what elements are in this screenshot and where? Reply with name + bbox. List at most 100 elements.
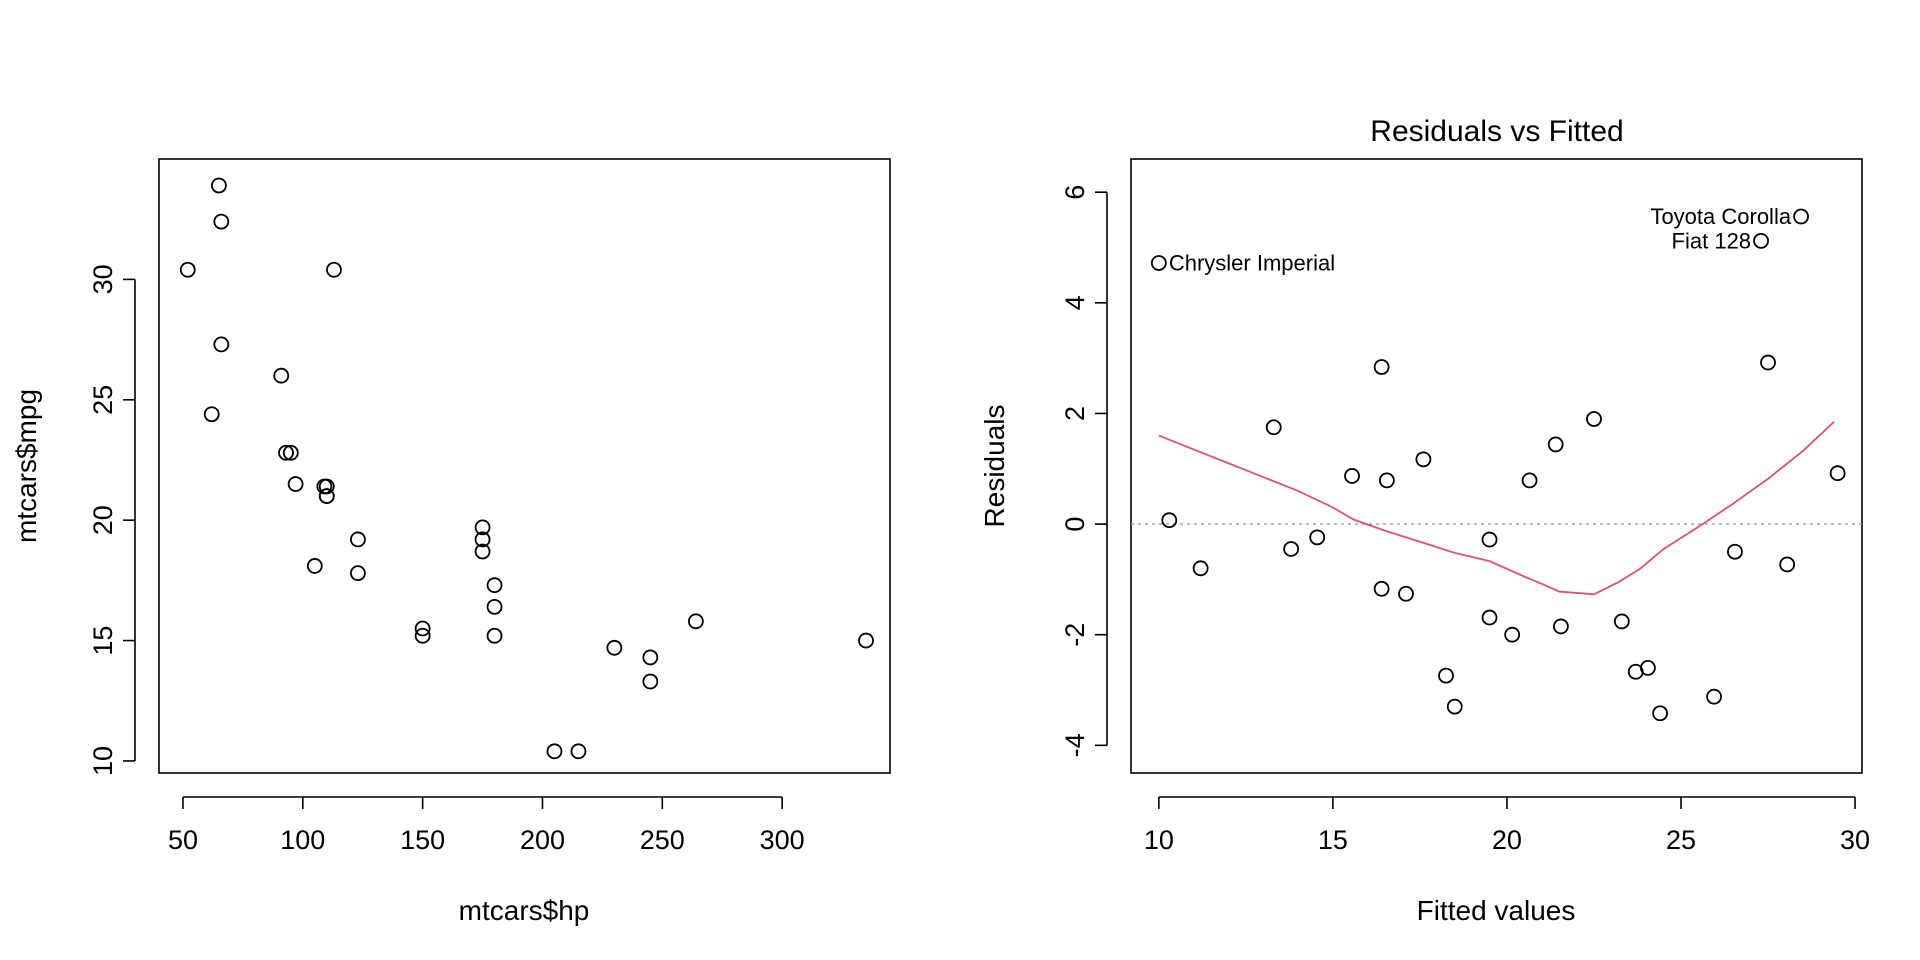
x-axis-label: mtcars$hp	[459, 895, 590, 926]
y-tick-label: 6	[1060, 185, 1090, 200]
data-point	[1265, 419, 1282, 436]
data-point	[278, 444, 294, 461]
data-point	[1398, 585, 1414, 602]
data-point	[642, 649, 659, 666]
data-point	[273, 367, 290, 384]
data-point	[1373, 580, 1390, 597]
data-point	[1283, 541, 1300, 557]
y-axis-label: Residuals	[979, 405, 1010, 528]
point-label: Fiat 128	[1672, 228, 1752, 253]
data-point	[326, 261, 342, 278]
x-tick-label: 100	[280, 825, 325, 855]
y-tick-label: 25	[88, 385, 118, 415]
data-point	[1640, 660, 1656, 676]
point-label: Toyota Corolla	[1650, 204, 1791, 229]
data-point	[1161, 512, 1178, 529]
plot-frame	[1130, 158, 1863, 774]
data-point	[287, 476, 304, 492]
data-point	[1753, 232, 1769, 249]
y-axis-label: mtcars$mpg	[11, 389, 42, 543]
data-point	[316, 478, 333, 495]
data-point	[474, 531, 491, 548]
data-point	[350, 565, 366, 582]
data-point	[570, 743, 587, 760]
data-point	[1504, 626, 1521, 643]
y-tick-label: 2	[1060, 406, 1090, 421]
data-point	[1779, 556, 1796, 573]
data-point	[1344, 468, 1360, 484]
y-tick-label: 30	[88, 264, 118, 294]
x-ticks: 10 15 20 25 30	[1144, 797, 1870, 855]
y-tick-label: 15	[88, 626, 118, 656]
y-ticks: 10 15 20 25 30	[88, 264, 135, 776]
x-tick-label: 50	[168, 825, 198, 855]
y-tick-label: -2	[1060, 623, 1090, 647]
data-point	[1652, 705, 1669, 722]
data-point	[1438, 667, 1454, 684]
point-label: Chrysler Imperial	[1169, 250, 1335, 275]
data-point	[1521, 472, 1538, 489]
chart-title: Residuals vs Fitted	[1370, 115, 1623, 148]
data-point	[546, 743, 563, 760]
x-tick-label: 10	[1144, 825, 1174, 855]
x-tick-label: 200	[520, 825, 565, 855]
data-point	[1378, 472, 1395, 489]
y-tick-label: 20	[88, 505, 118, 535]
y-tick-label: 10	[88, 746, 118, 776]
data-point	[318, 488, 335, 504]
data-point	[1613, 613, 1630, 630]
x-tick-label: 25	[1666, 825, 1696, 855]
loess-smoother-line	[1158, 421, 1835, 596]
data-point	[1192, 560, 1209, 577]
data-point	[474, 519, 491, 536]
scatter-panel-mpg-vs-hp: 50 100 150 200 250 300 10 15 20 25 30 mtcars$hp m…	[11, 158, 891, 926]
x-tick-label: 30	[1840, 825, 1870, 855]
data-point	[486, 598, 503, 615]
x-tick-label: 20	[1492, 825, 1522, 855]
data-point	[1415, 451, 1432, 468]
data-point	[1446, 698, 1463, 715]
data-point	[1829, 465, 1846, 482]
data-point	[1547, 436, 1564, 453]
data-point	[687, 613, 704, 630]
x-tick-label: 15	[1318, 825, 1348, 855]
data-point	[203, 406, 220, 423]
data-point	[1793, 208, 1809, 225]
data-points	[1150, 208, 1846, 722]
data-points	[179, 177, 874, 760]
data-point	[213, 213, 230, 230]
data-point	[858, 632, 874, 649]
x-tick-label: 300	[760, 825, 805, 855]
residuals-vs-fitted-panel: Residuals vs Fitted 10 15 20 25 30 -4-20246 …	[979, 115, 1870, 926]
data-point	[213, 336, 230, 353]
data-point	[1760, 354, 1776, 371]
x-tick-label: 250	[640, 825, 685, 855]
data-point	[1481, 531, 1498, 548]
data-point	[1552, 618, 1569, 635]
data-point	[1309, 529, 1326, 546]
data-point	[642, 673, 659, 690]
data-point	[179, 261, 196, 278]
data-point	[486, 627, 503, 644]
data-point	[306, 558, 323, 574]
data-point	[350, 531, 366, 548]
data-point	[1481, 609, 1498, 626]
x-tick-label: 150	[400, 825, 445, 855]
y-tick-label: 0	[1060, 517, 1090, 532]
data-point	[474, 543, 491, 560]
data-point	[211, 177, 227, 194]
data-point	[1373, 359, 1390, 375]
data-point	[1706, 688, 1722, 705]
data-point	[414, 620, 431, 637]
data-point	[1150, 255, 1167, 271]
data-point	[1727, 543, 1743, 560]
x-ticks: 50 100 150 200 250 300	[168, 797, 805, 855]
data-point	[282, 444, 299, 461]
y-tick-label: 4	[1060, 295, 1090, 310]
data-point	[486, 577, 503, 594]
data-point	[414, 627, 431, 644]
plot-frame	[158, 158, 891, 774]
y-tick-label: -4	[1060, 733, 1090, 757]
data-point	[1586, 411, 1602, 427]
